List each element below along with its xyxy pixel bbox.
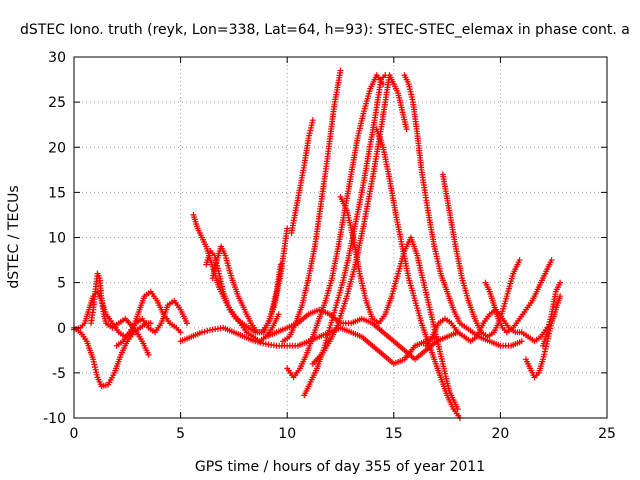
series-12: [288, 117, 316, 236]
x-tick-label: 10: [278, 426, 296, 442]
data-point: [201, 328, 208, 335]
x-tick-label: 15: [385, 426, 403, 442]
data-series: [71, 67, 564, 421]
data-point: [252, 338, 259, 345]
x-tick-label: 0: [70, 426, 79, 442]
grid-lines: [74, 57, 607, 418]
data-point: [260, 340, 267, 347]
x-tick-label: 25: [598, 426, 616, 442]
data-point: [548, 257, 555, 264]
y-tick-label: -5: [52, 366, 66, 382]
series-16: [373, 126, 463, 421]
y-tick-label: -10: [43, 411, 66, 427]
data-point: [147, 320, 154, 327]
y-axis-title: dSTEC / TECUs: [6, 185, 22, 288]
data-point: [406, 86, 413, 93]
data-point: [277, 261, 284, 268]
data-point: [337, 67, 344, 74]
x-tick-label: 5: [176, 426, 185, 442]
data-point: [183, 320, 190, 327]
y-tick-label: 0: [57, 321, 66, 337]
y-tick-label: 30: [48, 50, 66, 66]
data-point: [557, 293, 564, 300]
series-trace: [192, 214, 280, 343]
chart-title: dSTEC Iono. truth (reyk, Lon=338, Lat=64…: [20, 22, 630, 38]
data-point: [198, 329, 205, 336]
series-13: [279, 67, 344, 345]
data-point: [403, 126, 410, 133]
data-point: [516, 257, 523, 264]
series-8: [177, 324, 440, 367]
axis-ticks: 0 5 10 15 20 25 -10 -5 0 5 10 15 20 25 30: [43, 50, 616, 442]
series-15: [337, 193, 461, 412]
series-14: [309, 72, 410, 367]
data-point: [557, 279, 564, 286]
series-20: [482, 257, 555, 336]
data-point: [284, 225, 291, 232]
data-point: [145, 351, 152, 358]
series-11: [301, 72, 389, 399]
data-point: [309, 117, 316, 124]
series-4: [113, 297, 190, 349]
y-tick-label: 10: [48, 231, 66, 247]
data-point: [518, 338, 525, 345]
y-tick-label: 5: [57, 276, 66, 292]
data-point: [275, 311, 282, 318]
y-tick-label: 20: [48, 140, 66, 156]
data-point: [177, 329, 184, 336]
series-19: [439, 171, 523, 340]
y-tick-label: 15: [48, 185, 66, 201]
series-22: [540, 279, 564, 349]
x-tick-label: 20: [491, 426, 509, 442]
x-axis-title: GPS time / hours of day 355 of year 2011: [195, 459, 485, 475]
y-tick-label: 25: [48, 95, 66, 111]
series-17: [401, 72, 525, 349]
series-7: [209, 243, 284, 336]
